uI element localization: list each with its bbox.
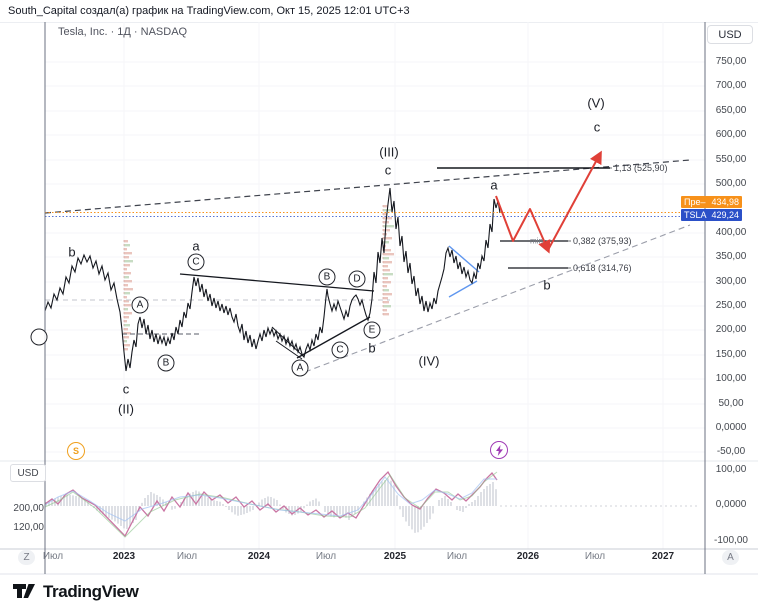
wave-label-c: c (384, 162, 392, 178)
x-axis-tick: 2025 (383, 551, 407, 562)
y-axis-tick: 100,00 (715, 373, 747, 384)
y-axis-tick: 400,00 (715, 227, 747, 238)
timezone-button[interactable]: Z (18, 550, 35, 565)
source-indicator-icon[interactable]: S (67, 442, 85, 460)
y-axis-tick: 300,00 (715, 276, 747, 287)
fib-level-label: 0,382 (375,93) (573, 236, 632, 246)
y-axis-tick: 50,00 (718, 398, 744, 409)
wave-label-IV: (IV) (418, 353, 440, 369)
premarket-label: Пре– (684, 197, 706, 207)
lightning-bolt-icon (495, 444, 503, 456)
widget-top-border (0, 22, 758, 23)
y-axis-tick: 150,00 (715, 349, 747, 360)
flash-indicator-icon[interactable] (490, 441, 508, 459)
tradingview-logo-text: TradingView (43, 582, 139, 601)
price-scale-currency-button[interactable]: USD (707, 25, 753, 44)
x-axis-tick: 2024 (247, 551, 271, 562)
last-price-badge: TSLA 429,24 (681, 209, 742, 221)
x-axis-tick: Июл (176, 551, 198, 562)
wave-label-b: b (68, 244, 76, 260)
y-axis-tick: 500,00 (715, 178, 747, 189)
wave-label-a: a (490, 177, 498, 193)
wave-label-a: a (192, 238, 200, 254)
fib-min-label: min (530, 236, 543, 246)
wave-circle-label-clipped (30, 328, 48, 346)
last-value: 429,24 (711, 210, 739, 220)
indicator-scale-tick: 120,00 (13, 522, 44, 533)
wave-label-II: (II) (118, 401, 134, 417)
source-icon-glyph: S (72, 446, 79, 456)
y-axis-tick: 100,00 (715, 464, 747, 475)
x-axis-tick: 2027 (651, 551, 675, 562)
wave-label-b: b (543, 277, 551, 293)
tradingview-footer-logo[interactable]: TradingView (12, 582, 139, 602)
y-axis-tick: 350,00 (715, 251, 747, 262)
chart-legend-title[interactable]: Tesla, Inc. · 1Д · NASDAQ (58, 26, 188, 38)
premarket-value: 434,98 (711, 197, 739, 207)
wave-circle-label-B: B (318, 268, 336, 286)
premarket-price-badge: Пре– 434,98 (681, 196, 742, 208)
tradingview-logo-mark (13, 584, 35, 598)
wave-circle-label-A: A (131, 296, 149, 314)
wave-circle-label-D: D (348, 270, 366, 288)
wave-label-III: (III) (379, 144, 399, 160)
symbol-label: TSLA (684, 210, 707, 220)
y-axis-tick: 600,00 (715, 129, 747, 140)
x-axis-tick: 2023 (112, 551, 136, 562)
wave-circle-label-E: E (363, 321, 381, 339)
y-axis-tick: 550,00 (715, 154, 747, 165)
wave-circle-label-A: A (291, 359, 309, 377)
wave-circle-label-B: B (157, 354, 175, 372)
y-axis-tick: 700,00 (715, 80, 747, 91)
y-axis-tick: 0,0000 (715, 499, 747, 510)
y-axis-tick: -50,00 (716, 446, 746, 457)
y-axis-tick: 250,00 (715, 300, 747, 311)
wave-label-c: c (122, 381, 130, 397)
y-axis-tick: 650,00 (715, 105, 747, 116)
x-axis-tick: Июл (42, 551, 64, 562)
wave-label-V: (V) (587, 95, 605, 111)
attribution-text: South_Capital создал(а) график на Tradin… (8, 5, 410, 17)
wave-label-c: c (593, 119, 601, 135)
y-axis-tick: 200,00 (715, 324, 747, 335)
wave-circle-label-C: C (331, 341, 349, 359)
x-axis-tick: 2026 (516, 551, 540, 562)
wave-circle-label-C: C (187, 253, 205, 271)
x-axis-tick: Июл (315, 551, 337, 562)
x-axis-tick: Июл (584, 551, 606, 562)
y-axis-tick: -100,00 (714, 535, 748, 546)
fib-level-label: 1,13 (525,90) (614, 163, 668, 173)
auto-scale-button[interactable]: A (722, 550, 739, 565)
y-axis-tick: 0,0000 (715, 422, 747, 433)
indicator-scale-currency-button[interactable]: USD (10, 464, 46, 482)
x-axis-tick: Июл (446, 551, 468, 562)
fib-level-label: 0,618 (314,76) (573, 263, 632, 273)
indicator-scale-tick: 200,00 (13, 503, 44, 514)
y-axis-tick: 750,00 (715, 56, 747, 67)
wave-label-b: b (368, 340, 376, 356)
